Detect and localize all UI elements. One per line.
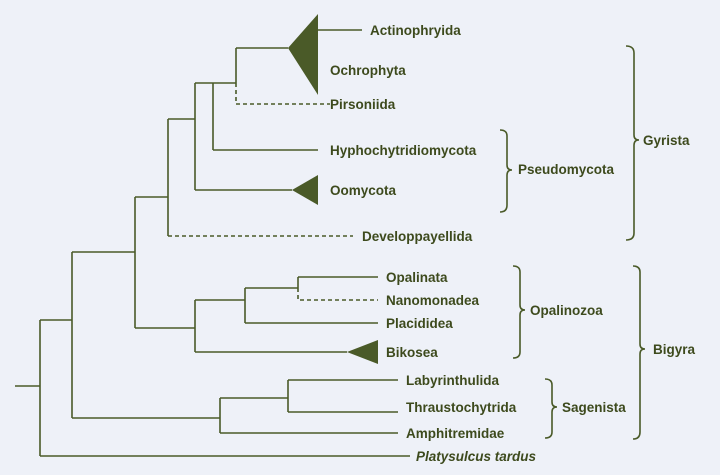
gyrista-bracket — [625, 45, 640, 241]
label-placididea: Placididea — [386, 316, 453, 331]
label-opalinozoa: Opalinozoa — [530, 303, 603, 318]
bigyra-bracket — [632, 265, 646, 440]
sagenista-bracket — [544, 378, 558, 439]
label-bigyra: Bigyra — [653, 342, 696, 357]
opalinozoa-bracket — [512, 265, 526, 359]
label-pseudomycota: Pseudomycota — [518, 162, 615, 177]
bikosea-collapsed-clade — [347, 340, 378, 364]
label-amphitremidae: Amphitremidae — [406, 426, 505, 441]
label-pirsoniida: Pirsoniida — [330, 97, 396, 112]
label-sagenista: Sagenista — [562, 400, 626, 415]
label-nanomonadea: Nanomonadea — [386, 293, 480, 308]
pseudomycota-bracket — [499, 129, 513, 213]
label-bikosea: Bikosea — [386, 345, 438, 360]
oomycota-collapsed-clade — [292, 175, 318, 205]
nanomonadea-branch — [297, 288, 378, 301]
label-gyrista: Gyrista — [643, 133, 690, 148]
label-hyphochytridiomycota: Hyphochytridiomycota — [330, 143, 477, 158]
label-ochrophyta: Ochrophyta — [330, 63, 406, 78]
ochrophyta-collapsed-clade — [288, 14, 318, 95]
label-opalinata: Opalinata — [386, 270, 448, 285]
label-oomycota: Oomycota — [330, 183, 397, 198]
label-thraustochytrida: Thraustochytrida — [406, 400, 517, 415]
label-actinophryida: Actinophryida — [370, 23, 461, 38]
label-platysulcus-tardus: Platysulcus tardus — [416, 449, 537, 464]
label-labyrinthulida: Labyrinthulida — [406, 373, 499, 388]
label-developpayellida: Developpayellida — [362, 229, 473, 244]
pirsoniida-stem — [235, 83, 330, 105]
